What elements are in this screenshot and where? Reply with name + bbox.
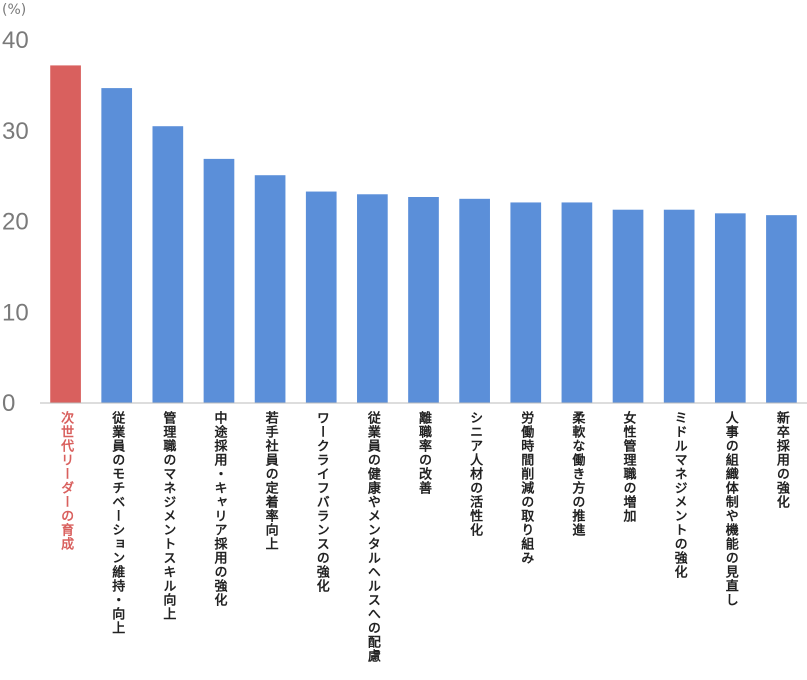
x-tick-label: シニア人材の活性化	[467, 411, 483, 537]
x-tick-label: ワークライフバランスの強化	[314, 411, 330, 593]
y-tick-label: 0	[2, 390, 15, 417]
x-tick-label: 従業員のモチベーション維持・向上	[109, 410, 126, 635]
bar	[203, 158, 235, 403]
bar	[612, 209, 644, 403]
bar	[408, 196, 439, 403]
bar	[50, 65, 81, 403]
bar	[305, 191, 337, 403]
y-tick-label: 40	[2, 27, 29, 54]
x-tick-label: 離職率の改善	[416, 410, 432, 495]
x-tick-label: 人事の組織体制や機能の見直し	[723, 410, 740, 607]
y-tick-label: 10	[2, 299, 29, 326]
y-tick-label: 20	[2, 209, 29, 236]
x-tick-label: 中途採用・キャリア採用の強化	[211, 410, 228, 607]
x-tick-label: ミドルマネジメントの強化	[672, 411, 688, 579]
x-tick-label: 女性管理職の増加	[621, 410, 638, 523]
bar	[357, 194, 388, 403]
x-tick-label: 新卒採用の強化	[774, 410, 791, 509]
y-unit: (%)	[2, 2, 26, 18]
x-tick-label: 柔軟な働き方の推進	[569, 411, 586, 537]
bar	[561, 202, 593, 403]
x-tick-label: 従業員の健康やメンタルヘルスへの配慮	[365, 410, 382, 663]
x-tick-label: 労働時間削減の取り組み	[518, 410, 535, 565]
x-tick-label: 次世代リーダーの育成	[58, 410, 75, 551]
bar	[663, 209, 695, 403]
x-tick-label: 若手社員の定着率向上	[263, 410, 280, 551]
x-tick-label: 管理職のマネジメントスキル向上	[160, 410, 176, 621]
bar	[766, 215, 797, 403]
y-tick-label: 30	[2, 118, 29, 145]
bar	[714, 213, 746, 403]
bar	[510, 202, 542, 403]
bar	[152, 126, 184, 404]
bar	[459, 198, 490, 403]
bar	[101, 88, 133, 403]
bar	[254, 175, 286, 403]
